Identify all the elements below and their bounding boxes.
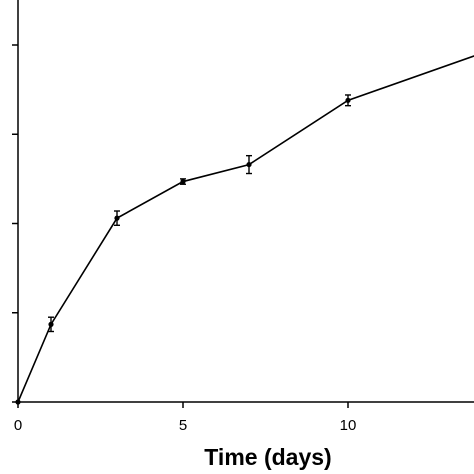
data-point-0 [15, 399, 21, 405]
axes [17, 0, 474, 403]
data-point-4 [246, 161, 252, 168]
data-point-3 [180, 178, 186, 185]
x-tick-label-10: 10 [340, 417, 357, 434]
data-series [15, 55, 474, 405]
ticks: 0 5 10 [12, 44, 357, 434]
data-point-5 [345, 97, 351, 103]
data-point-2 [114, 215, 120, 221]
x-tick-label-0: 0 [14, 417, 22, 434]
data-point-1 [48, 321, 54, 327]
x-tick-label-5: 5 [179, 417, 187, 434]
series-line-0 [17, 55, 474, 403]
x-axis-title: Time (days) [204, 444, 331, 470]
